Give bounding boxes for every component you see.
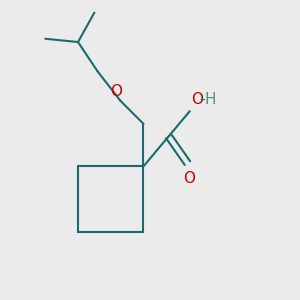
Text: O: O	[110, 84, 122, 99]
Text: O: O	[183, 171, 195, 186]
Text: H: H	[204, 92, 216, 107]
Text: -: -	[200, 92, 205, 107]
Text: O: O	[191, 92, 203, 107]
